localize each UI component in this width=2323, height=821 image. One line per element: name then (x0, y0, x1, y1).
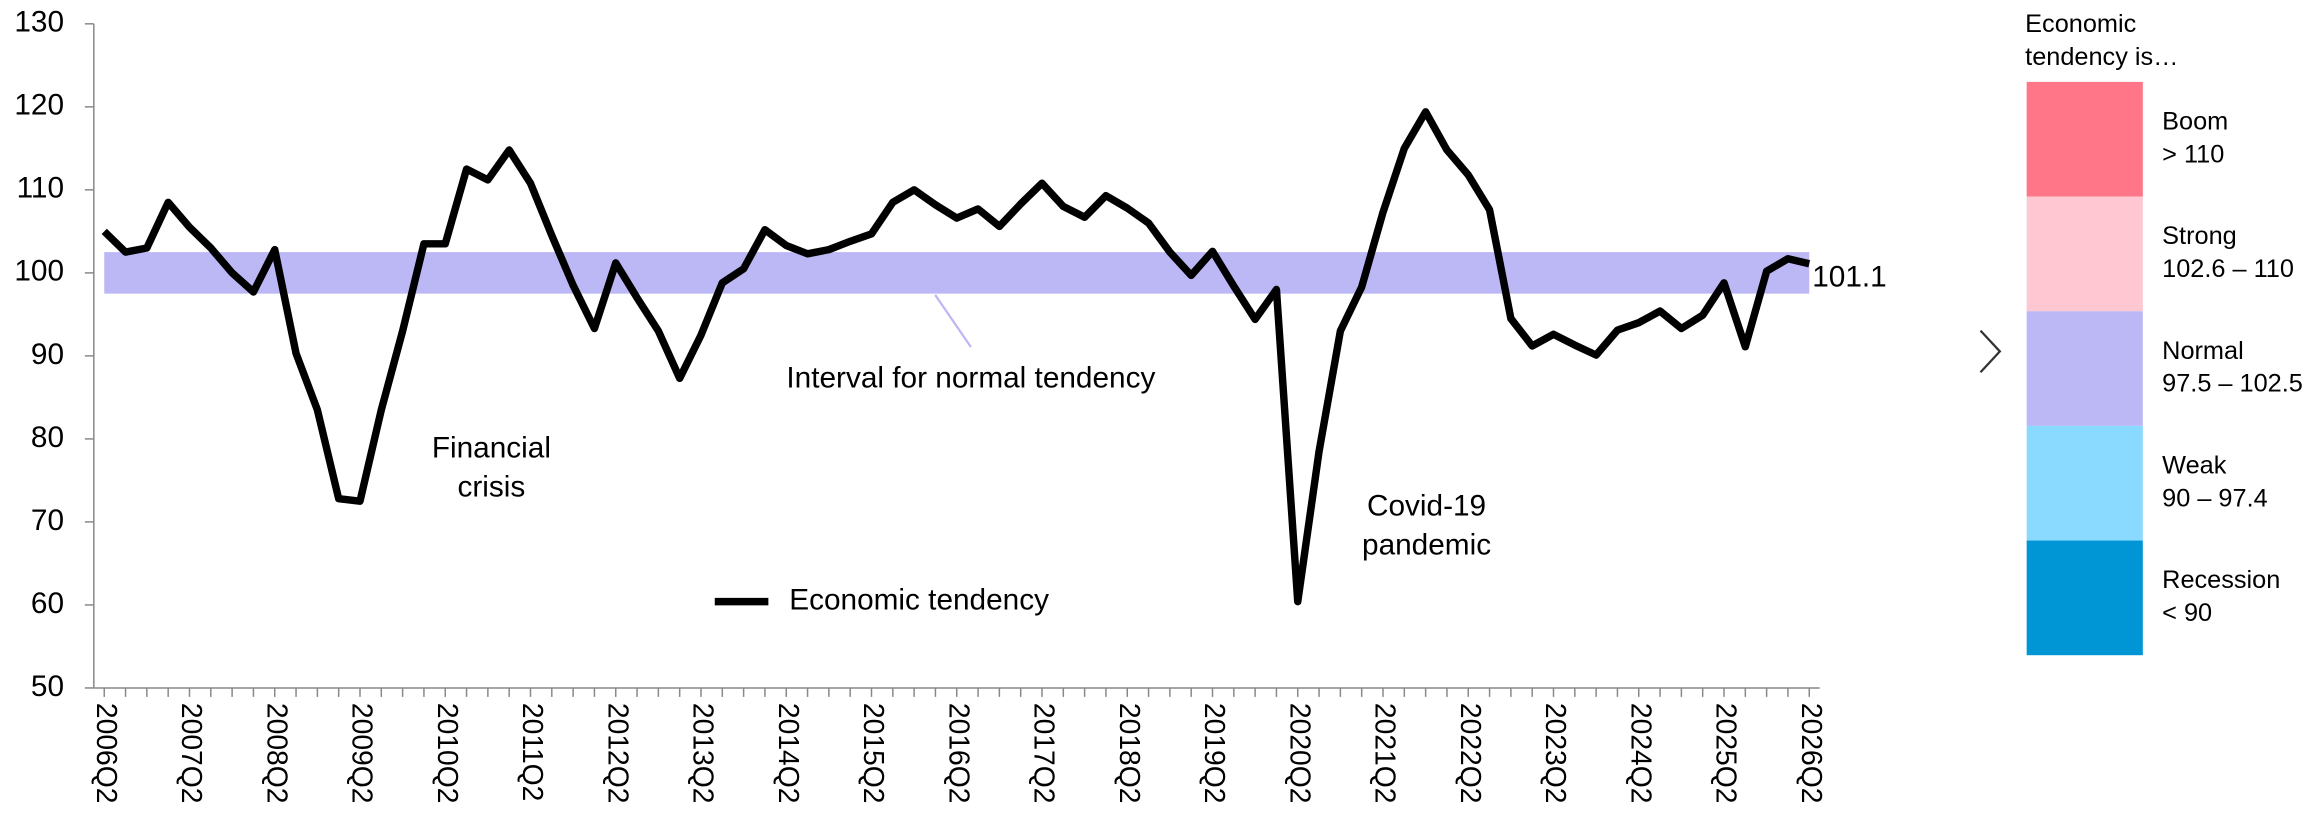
scale-range: < 90 (2162, 599, 2212, 627)
y-tick-label: 120 (14, 89, 64, 122)
x-tick-label: 2007Q2 (176, 703, 208, 804)
y-tick-label: 70 (31, 504, 64, 537)
chevron (1979, 329, 2002, 374)
x-tick-label: 2025Q2 (1711, 703, 1743, 804)
series-line (101, 108, 1811, 606)
annotation: Covid-19 (1367, 490, 1486, 523)
y-tick-label: 90 (31, 338, 64, 371)
scale-name: Strong (2162, 222, 2237, 250)
x-tick-label: 2021Q2 (1370, 703, 1402, 804)
scale-range: 97.5 – 102.5 (2162, 370, 2303, 398)
y-tick-label: 130 (14, 6, 64, 39)
y-tick-label: 80 (31, 421, 64, 454)
x-tick-label: 2018Q2 (1114, 703, 1146, 804)
normal-band (104, 252, 1810, 294)
x-tick-label: 2008Q2 (261, 703, 293, 804)
scale-range: 102.6 – 110 (2162, 255, 2294, 283)
x-tick-label: 2017Q2 (1029, 703, 1061, 804)
x-tick-label: 2023Q2 (1540, 703, 1572, 804)
scale-name: Normal (2162, 337, 2244, 365)
x-tick-label: 2011Q2 (517, 703, 549, 802)
x-tick-label: 2022Q2 (1455, 703, 1487, 804)
band-connector (934, 294, 972, 348)
band-label: Interval for normal tendency (786, 362, 1155, 395)
scale-title: Economic (2025, 10, 2136, 38)
scale-range: 90 – 97.4 (2162, 484, 2268, 512)
x-tick-label: 2013Q2 (688, 703, 720, 804)
scale-swatch (2026, 540, 2143, 656)
x-tick-label: 2009Q2 (347, 703, 379, 804)
scale-swatch (2026, 196, 2143, 312)
x-tick-label: 2006Q2 (91, 703, 123, 804)
scale-swatch (2026, 425, 2143, 541)
x-tick-label: 2024Q2 (1625, 703, 1657, 804)
scale-name: Recession (2162, 566, 2280, 594)
x-tick-label: 2019Q2 (1199, 703, 1231, 804)
value-label: 101.1 (1812, 260, 1887, 293)
x-tick-label: 2010Q2 (432, 703, 464, 804)
x-tick-label: 2015Q2 (858, 703, 890, 804)
x-tick-label: 2014Q2 (773, 703, 805, 804)
scale-range: > 110 (2162, 140, 2224, 168)
x-tick-label: 2012Q2 (602, 703, 634, 804)
chart-body: Interval for normal tendency 50 60 70 80 90 10… (14, 6, 2302, 804)
y-tick-label: 110 (17, 172, 64, 205)
scale-swatch (2026, 311, 2143, 426)
y-tick-label: 60 (31, 587, 64, 620)
x-tick-label: 2020Q2 (1284, 703, 1316, 804)
scale-name: Weak (2162, 452, 2227, 480)
x-tick-label: 2026Q2 (1796, 703, 1828, 804)
x-tick-label: 2016Q2 (943, 703, 975, 804)
scale-title: tendency is… (2025, 43, 2178, 71)
y-tick-label: 100 (14, 255, 64, 288)
scale-swatch (2026, 81, 2143, 197)
y-tick-label: 50 (31, 670, 64, 703)
scale-name: Boom (2162, 108, 2228, 136)
legend-label: Economic tendency (789, 583, 1049, 616)
annotation: Financial (432, 432, 551, 465)
annotation: crisis (458, 470, 526, 503)
annotation: pandemic (1362, 528, 1491, 561)
